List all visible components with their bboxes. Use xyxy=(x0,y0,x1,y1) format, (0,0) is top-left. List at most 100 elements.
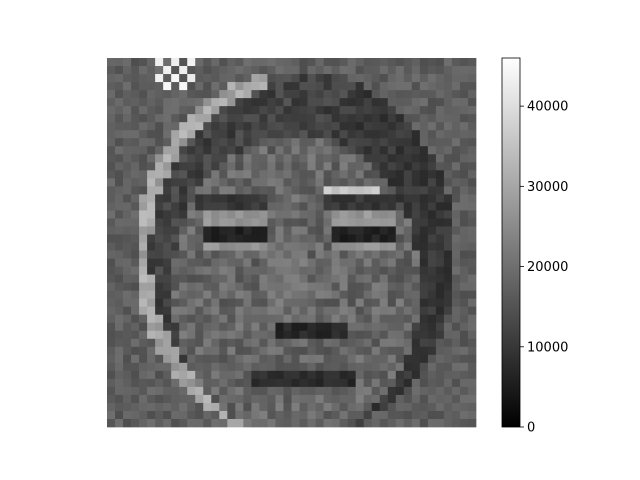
heatmap-cell xyxy=(403,226,413,235)
heatmap-cell xyxy=(203,362,212,372)
heatmap-cell xyxy=(411,322,421,332)
heatmap-cell xyxy=(115,74,124,83)
heatmap-cell xyxy=(411,266,421,275)
heatmap-cell xyxy=(291,122,300,131)
heatmap-cell xyxy=(403,250,413,259)
heatmap-cell xyxy=(283,114,292,123)
heatmap-cell xyxy=(267,362,276,372)
heatmap-cell xyxy=(203,210,212,219)
heatmap-cell xyxy=(163,394,172,404)
heatmap-cell xyxy=(131,186,140,195)
heatmap-cell xyxy=(139,314,148,324)
heatmap-cell xyxy=(283,386,292,396)
heatmap-cell xyxy=(131,234,140,243)
heatmap-cell xyxy=(323,258,332,267)
heatmap-cell xyxy=(387,330,397,340)
heatmap-cell xyxy=(387,162,397,171)
heatmap-cell xyxy=(107,386,116,396)
heatmap-cell xyxy=(195,114,204,123)
heatmap-cell xyxy=(331,90,340,99)
heatmap-cell xyxy=(355,266,365,275)
heatmap-cell xyxy=(347,178,357,187)
heatmap-cell xyxy=(227,74,236,83)
heatmap-cell xyxy=(227,90,236,99)
heatmap-cell xyxy=(235,274,244,283)
heatmap-cell xyxy=(163,298,172,308)
heatmap-cell xyxy=(259,394,268,404)
heatmap-cell xyxy=(267,354,276,364)
heatmap-cell xyxy=(251,210,260,219)
heatmap-cell xyxy=(211,202,220,211)
heatmap-cell xyxy=(227,122,236,131)
heatmap-cell xyxy=(411,242,421,251)
heatmap-cell xyxy=(411,330,421,340)
heatmap-cell xyxy=(435,338,445,348)
heatmap-cell xyxy=(283,186,292,195)
heatmap-cell xyxy=(139,138,148,147)
heatmap-cell xyxy=(355,114,365,123)
heatmap-cell xyxy=(179,234,188,243)
heatmap-cell xyxy=(331,418,340,428)
heatmap-cell xyxy=(323,90,332,99)
heatmap-cell xyxy=(323,290,332,300)
heatmap-cell xyxy=(187,330,196,340)
heatmap-cell xyxy=(267,202,276,211)
heatmap-cell xyxy=(171,218,180,227)
heatmap-cell xyxy=(235,114,244,123)
heatmap-cell xyxy=(395,202,405,211)
heatmap-cell xyxy=(339,194,349,203)
heatmap-cell xyxy=(403,82,413,91)
heatmap-cell xyxy=(419,338,429,348)
heatmap-cell xyxy=(283,418,292,428)
heatmap-cell xyxy=(267,130,276,139)
heatmap-cell xyxy=(299,90,308,99)
heatmap-cell xyxy=(459,234,469,243)
heatmap-cell xyxy=(275,218,284,227)
heatmap-cell xyxy=(443,362,453,372)
heatmap-cell xyxy=(387,66,397,75)
heatmap-cell xyxy=(179,394,188,404)
heatmap-cell xyxy=(435,170,445,179)
heatmap-cell xyxy=(179,354,188,364)
heatmap-cell xyxy=(411,210,421,219)
heatmap-cell xyxy=(339,218,349,227)
heatmap-cell xyxy=(299,58,308,67)
heatmap-cell xyxy=(171,162,180,171)
heatmap-cell xyxy=(227,378,236,388)
heatmap-cell xyxy=(435,242,445,251)
heatmap-cell xyxy=(363,242,373,251)
heatmap-cell xyxy=(267,338,276,348)
heatmap-cell xyxy=(291,98,300,107)
heatmap-cell xyxy=(243,258,252,267)
heatmap-cell xyxy=(219,234,228,243)
heatmap-cell xyxy=(171,322,180,332)
heatmap-cell xyxy=(443,146,453,155)
heatmap-cell xyxy=(355,330,365,340)
heatmap-cell xyxy=(387,186,397,195)
heatmap-cell xyxy=(139,346,148,356)
heatmap-cell xyxy=(235,210,244,219)
heatmap-cell xyxy=(291,226,300,235)
heatmap-cell xyxy=(459,66,469,75)
heatmap-cell xyxy=(355,378,365,388)
heatmap-cell xyxy=(147,122,156,131)
heatmap-cell xyxy=(419,378,429,388)
heatmap-cell xyxy=(147,338,156,348)
heatmap-cell xyxy=(195,378,204,388)
heatmap-cell xyxy=(379,218,389,227)
heatmap-cell xyxy=(411,290,421,300)
heatmap-cell xyxy=(115,410,124,420)
heatmap-cell xyxy=(451,218,461,227)
heatmap-cell xyxy=(139,338,148,348)
heatmap-cell xyxy=(419,138,429,147)
heatmap-cell xyxy=(451,162,461,171)
heatmap-cell xyxy=(451,98,461,107)
heatmap-cell xyxy=(163,322,172,332)
heatmap-cell xyxy=(403,370,413,380)
heatmap-cell xyxy=(339,274,349,283)
heatmap-cell xyxy=(259,226,268,235)
heatmap-cell xyxy=(419,186,429,195)
heatmap-cell xyxy=(203,74,212,83)
heatmap-cell xyxy=(219,386,228,396)
heatmap-cell xyxy=(347,218,357,227)
